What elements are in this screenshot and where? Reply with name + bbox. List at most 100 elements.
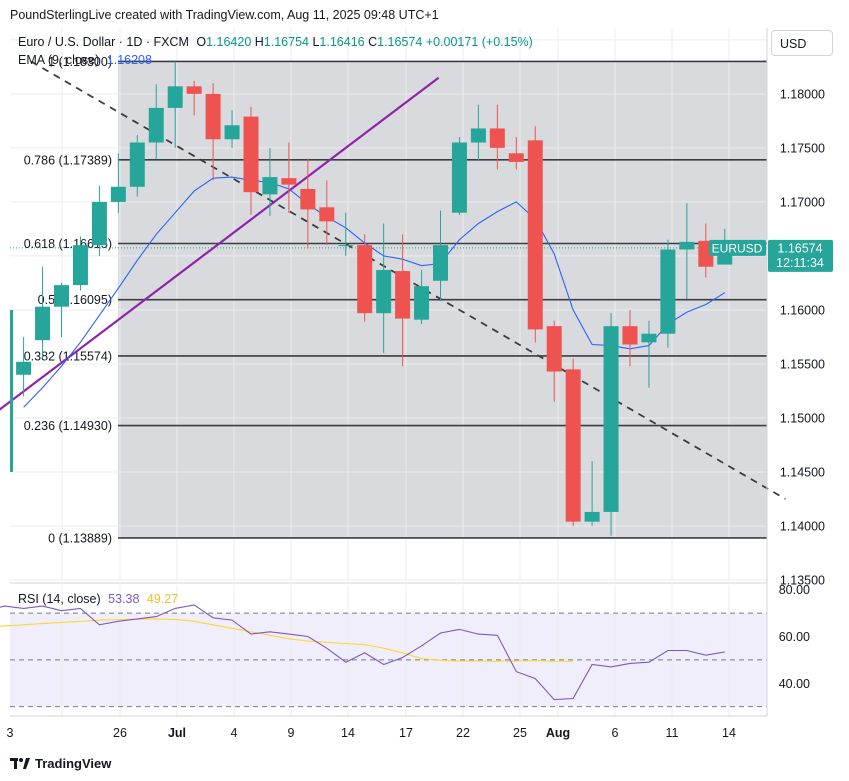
price-tag-countdown: 12:11:34 (776, 256, 824, 270)
rsi-axis-tick-label: 40.00 (779, 677, 810, 691)
candle-body (72, 245, 88, 286)
rsi-axis-tick-label: 80.00 (779, 583, 810, 597)
time-axis-tick-label: 25 (513, 726, 527, 740)
candle-body (376, 269, 392, 314)
candle-body (16, 361, 32, 375)
price-axis: 1.185001.180001.175001.170001.165001.160… (7, 28, 833, 740)
ema-label: EMA (9, close) (18, 53, 100, 67)
open-label: O (196, 35, 207, 49)
currency-button[interactable]: USD (771, 30, 833, 56)
time-axis-tick-label: 17 (399, 726, 413, 740)
symbol-tag (709, 239, 766, 256)
candle-body (451, 142, 467, 213)
time-axis-tick-label: 11 (666, 726, 679, 740)
candle-body (565, 369, 581, 522)
rsi-legend[interactable]: RSI (14, close) 53.38 49.27 (18, 592, 178, 606)
candle-body (546, 326, 562, 372)
candle-body (319, 207, 335, 222)
candle-body (224, 125, 240, 140)
candle-body (91, 201, 107, 246)
price-axis-tick-label: 1.17500 (780, 141, 825, 155)
time-axis-tick-label: 9 (288, 726, 295, 740)
rsi-ma-line (0, 618, 574, 663)
symbol-legend: Euro / U.S. Dollar · 1D · FXCM O1.16420 … (18, 35, 533, 49)
candle-body (660, 249, 676, 334)
fibonacci-level-label: 0.236 (1.14930) (24, 419, 112, 433)
candle-body (148, 107, 164, 143)
price-tag-value: 1.16574 (777, 241, 822, 255)
candle-body (395, 271, 411, 319)
price-axis-tick-label: 1.14000 (780, 519, 825, 533)
rsi-value: 53.38 (108, 592, 140, 606)
candle-body (54, 285, 69, 307)
candle-body (186, 86, 202, 94)
candle-body (205, 93, 221, 140)
price-axis-tick-label: 1.17000 (780, 195, 825, 209)
time-axis-tick-label: Jul (168, 726, 186, 740)
main-price-pane: 1 (1.18300) 0.786 (1.17389) 0.618 (1.16615… (0, 28, 786, 584)
time-axis-tick-label: 6 (612, 726, 619, 740)
candle-body (641, 333, 657, 343)
price-axis-tick-label: 1.15000 (780, 411, 825, 425)
price-axis-tick-label: 1.14500 (780, 465, 825, 479)
candle-body (679, 241, 695, 250)
candle-body (470, 128, 486, 143)
rsi-ma-value: 49.27 (146, 592, 179, 606)
candle-body (584, 511, 600, 522)
candle-body (527, 140, 543, 330)
price-tag (768, 239, 833, 272)
change-value: +0.00171 (+0.15%) (425, 35, 533, 49)
high-label: H (254, 35, 264, 49)
candle-body (603, 326, 619, 512)
price-axis-tick-label: 1.16000 (780, 303, 825, 317)
time-axis-tick-label: 4 (231, 726, 238, 740)
ema-value: 1.16208 (106, 53, 152, 67)
time-axis-tick-label: Aug (546, 726, 570, 740)
candle-body (508, 153, 524, 162)
time-axis-tick-label: 3 (7, 726, 14, 740)
rsi-line (0, 604, 725, 701)
ema-legend[interactable]: EMA (9, close) 1.16208 (18, 53, 152, 67)
candle-body (489, 128, 505, 148)
attribution-text: PoundSterlingLive created with TradingVi… (10, 8, 439, 22)
time-axis-tick-label: 22 (456, 726, 470, 740)
fibonacci-level-label: 0.382 (1.15574) (24, 349, 112, 363)
symbol-tag-text: EURUSD (712, 241, 763, 255)
fibonacci-level-label: 0.5 (1.16095) (38, 293, 112, 307)
candle-body (433, 245, 448, 281)
time-axis-tick-label: 14 (341, 726, 355, 740)
fibonacci-level-label: 0.618 (1.16615) (24, 237, 112, 251)
candle-body (35, 306, 51, 341)
tradingview-brand-text: TradingView (35, 756, 112, 771)
candle-body (243, 116, 259, 193)
time-axis-tick-label: 26 (113, 726, 127, 740)
tradingview-logo-icon (10, 758, 30, 769)
candle-body (414, 286, 430, 320)
low-value: 1.16416 (319, 35, 365, 49)
fibonacci-level-label: 0 (1.13889) (48, 531, 112, 545)
symbol-title[interactable]: Euro / U.S. Dollar · 1D · FXCM (18, 35, 189, 49)
candle-body (300, 188, 316, 210)
rsi-pane (0, 585, 767, 716)
candle-body (357, 245, 373, 314)
candle-body (262, 177, 278, 195)
candle-body (129, 142, 145, 187)
fibonacci-level-label: 0.786 (1.17389) (24, 153, 112, 167)
tradingview-brand[interactable]: TradingView (10, 756, 111, 771)
rsi-axis-tick-label: 60.00 (779, 630, 810, 644)
low-label: L (312, 35, 320, 49)
candle-body (110, 186, 126, 202)
price-axis-tick-label: 1.18000 (780, 87, 825, 101)
open-value: 1.16420 (206, 35, 252, 49)
candle-body (622, 326, 638, 345)
candle-body (167, 86, 183, 108)
uptrend-line (0, 76, 440, 411)
candle-partial (10, 309, 13, 472)
close-value: 1.16574 (377, 35, 423, 49)
high-value: 1.16754 (263, 35, 309, 49)
fibonacci-level-label: 1 (1.18300) (48, 55, 112, 69)
close-label: C (368, 35, 378, 49)
rsi-label: RSI (14, close) (18, 592, 101, 606)
candle-body (338, 245, 354, 247)
